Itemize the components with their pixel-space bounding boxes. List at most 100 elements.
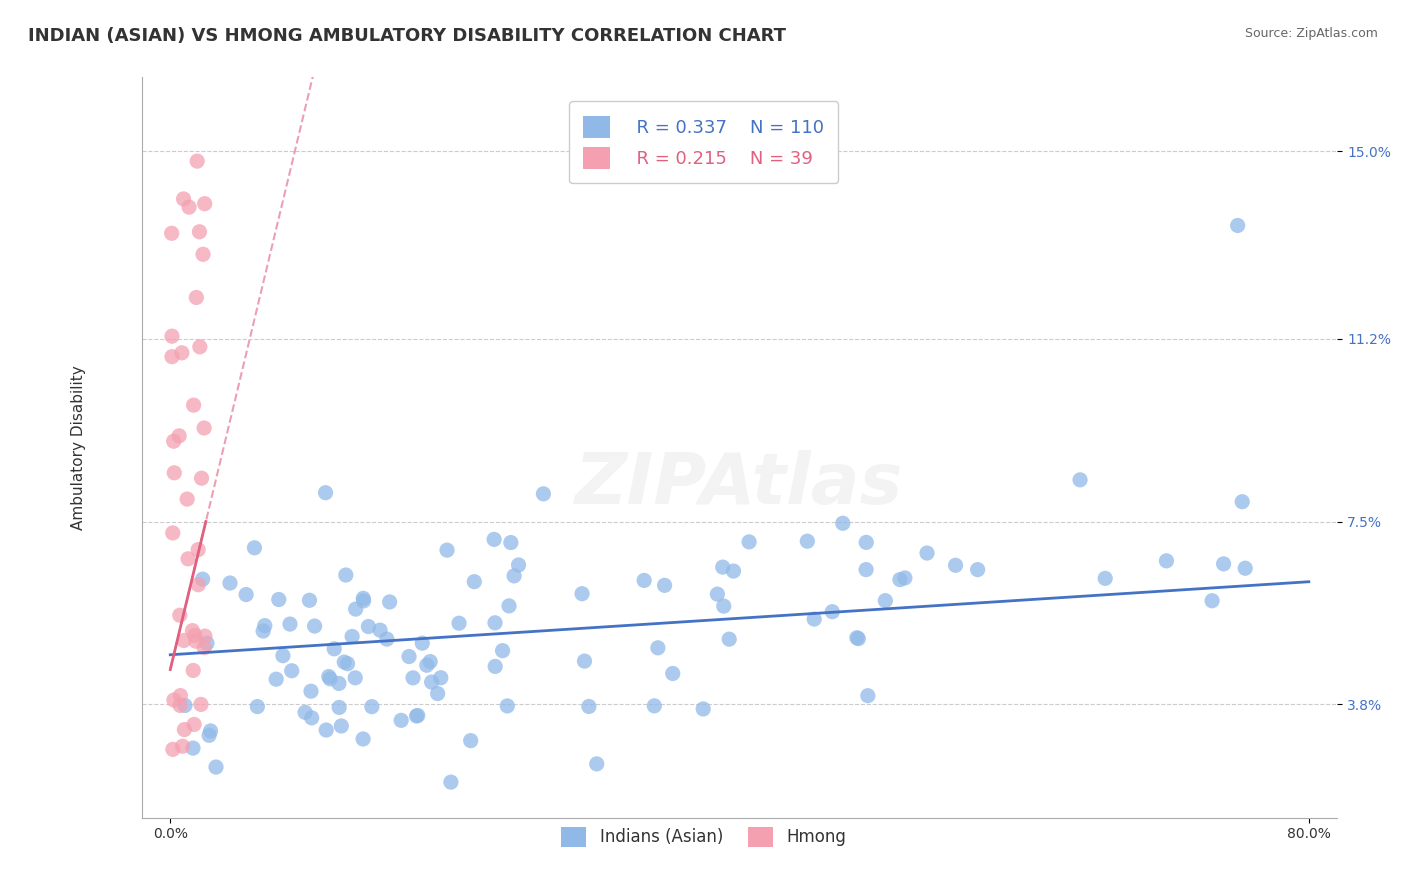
Point	[318, 669, 340, 683]
Point	[411, 636, 433, 650]
Point	[187, 578, 209, 592]
Point	[177, 200, 200, 214]
Point	[186, 290, 208, 304]
Point	[186, 154, 208, 169]
Point	[193, 640, 215, 655]
Point	[190, 698, 212, 712]
Point	[856, 689, 879, 703]
Point	[1069, 473, 1091, 487]
Point	[264, 672, 287, 686]
Point	[585, 756, 607, 771]
Point	[278, 617, 301, 632]
Point	[692, 702, 714, 716]
Point	[177, 552, 200, 566]
Point	[163, 466, 186, 480]
Point	[389, 714, 412, 728]
Point	[894, 571, 917, 585]
Point	[945, 558, 967, 573]
Point	[162, 525, 184, 540]
Point	[711, 560, 734, 574]
Point	[335, 568, 357, 582]
Point	[294, 706, 316, 720]
Point	[191, 572, 214, 586]
Point	[163, 693, 186, 707]
Point	[419, 655, 441, 669]
Point	[430, 671, 453, 685]
Point	[172, 739, 194, 754]
Point	[574, 654, 596, 668]
Point	[846, 632, 869, 646]
Point	[319, 672, 342, 686]
Point	[183, 398, 205, 412]
Point	[503, 569, 526, 583]
Y-axis label: Ambulatory Disability: Ambulatory Disability	[72, 365, 86, 530]
Point	[463, 574, 485, 589]
Point	[855, 563, 877, 577]
Point	[330, 719, 353, 733]
Point	[193, 421, 215, 435]
Point	[336, 657, 359, 671]
Point	[1212, 557, 1234, 571]
Point	[531, 487, 554, 501]
Point	[803, 612, 825, 626]
Point	[267, 592, 290, 607]
Point	[160, 329, 183, 343]
Point	[831, 516, 853, 531]
Point	[344, 671, 367, 685]
Point	[875, 593, 897, 607]
Point	[271, 648, 294, 663]
Point	[499, 535, 522, 549]
Point	[205, 760, 228, 774]
Point	[328, 700, 350, 714]
Point	[160, 227, 183, 241]
Point	[160, 350, 183, 364]
Text: ZIPAtlas: ZIPAtlas	[575, 450, 904, 519]
Point	[315, 485, 337, 500]
Point	[578, 699, 600, 714]
Point	[243, 541, 266, 555]
Point	[440, 775, 463, 789]
Point	[301, 711, 323, 725]
Point	[353, 594, 375, 608]
Point	[796, 534, 818, 549]
Point	[188, 340, 211, 354]
Point	[298, 593, 321, 607]
Point	[173, 192, 195, 206]
Point	[436, 543, 458, 558]
Point	[966, 563, 988, 577]
Point	[235, 588, 257, 602]
Point	[723, 564, 745, 578]
Text: Source: ZipAtlas.com: Source: ZipAtlas.com	[1244, 27, 1378, 40]
Point	[219, 576, 242, 591]
Point	[184, 628, 207, 642]
Point	[845, 631, 868, 645]
Point	[706, 587, 728, 601]
Point	[420, 675, 443, 690]
Point	[194, 629, 217, 643]
Point	[198, 728, 221, 742]
Point	[174, 698, 197, 713]
Point	[416, 658, 439, 673]
Point	[406, 708, 429, 723]
Point	[1094, 571, 1116, 585]
Point	[508, 558, 530, 572]
Point	[252, 624, 274, 638]
Point	[169, 698, 191, 713]
Point	[378, 595, 401, 609]
Point	[191, 247, 214, 261]
Point	[333, 655, 356, 669]
Point	[375, 632, 398, 646]
Point	[194, 196, 217, 211]
Point	[855, 535, 877, 549]
Point	[315, 723, 337, 737]
Point	[460, 733, 482, 747]
Point	[328, 676, 350, 690]
Point	[187, 542, 209, 557]
Point	[482, 533, 505, 547]
Point	[299, 684, 322, 698]
Point	[1156, 554, 1178, 568]
Point	[195, 636, 218, 650]
Point	[173, 633, 195, 648]
Point	[344, 602, 367, 616]
Legend:   R = 0.337    N = 110,   R = 0.215    N = 39: R = 0.337 N = 110, R = 0.215 N = 39	[569, 102, 838, 183]
